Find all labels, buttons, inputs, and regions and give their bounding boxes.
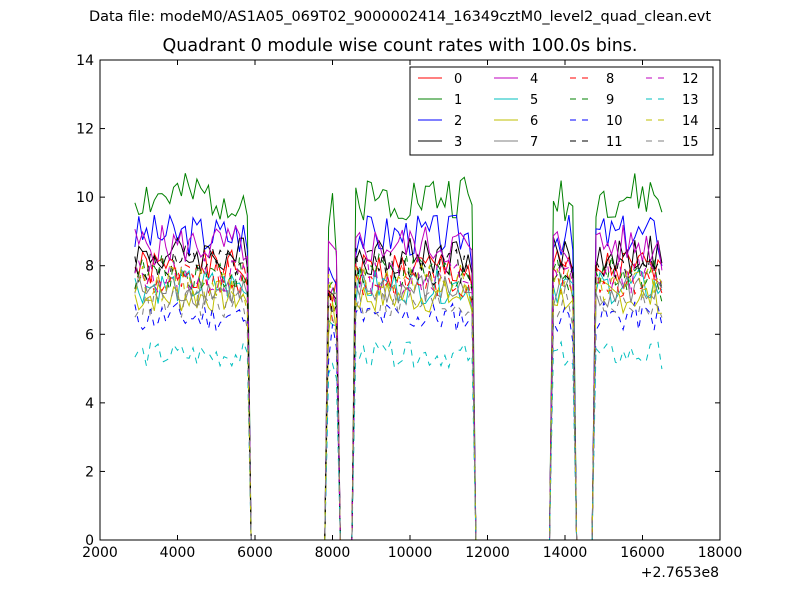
legend-label-9: 9 bbox=[606, 93, 614, 108]
legend-label-4: 4 bbox=[530, 72, 538, 87]
y-tick-label: 4 bbox=[85, 396, 94, 412]
y-tick-label: 14 bbox=[76, 53, 94, 69]
x-tick-label: 16000 bbox=[620, 545, 665, 561]
y-tick-label: 10 bbox=[76, 190, 94, 206]
legend-label-5: 5 bbox=[530, 93, 538, 108]
figure-suptitle: Data file: modeM0/AS1A05_069T02_90000024… bbox=[88, 9, 712, 25]
series-line-15 bbox=[134, 286, 663, 541]
y-tick-label: 12 bbox=[76, 122, 94, 138]
legend-box bbox=[409, 66, 714, 156]
series-line-1 bbox=[134, 173, 663, 541]
legend-label-11: 11 bbox=[606, 135, 623, 150]
legend-label-3: 3 bbox=[454, 135, 462, 150]
x-tick-label: 12000 bbox=[465, 545, 510, 561]
x-tick-label: 4000 bbox=[160, 545, 196, 561]
legend-label-8: 8 bbox=[606, 72, 614, 87]
legend-label-15: 15 bbox=[682, 135, 699, 150]
y-tick-label: 8 bbox=[85, 259, 94, 275]
x-tick-label: 14000 bbox=[543, 545, 588, 561]
x-tick-label: 8000 bbox=[315, 545, 351, 561]
series-line-11 bbox=[134, 245, 663, 541]
legend-label-7: 7 bbox=[530, 135, 538, 150]
series-line-13 bbox=[134, 340, 663, 541]
series-line-12 bbox=[134, 258, 663, 541]
series-line-14 bbox=[134, 263, 663, 541]
legend-label-0: 0 bbox=[454, 72, 462, 87]
x-tick-label: 2000 bbox=[82, 545, 118, 561]
x-tick-label: 10000 bbox=[388, 545, 433, 561]
x-tick-label: 18000 bbox=[698, 545, 743, 561]
legend-label-12: 12 bbox=[682, 72, 699, 87]
series-layer bbox=[134, 173, 663, 541]
series-line-5 bbox=[134, 268, 663, 541]
series-line-6 bbox=[134, 279, 662, 541]
legend-label-10: 10 bbox=[606, 114, 623, 129]
legend-label-14: 14 bbox=[682, 114, 699, 129]
legend-label-13: 13 bbox=[682, 93, 699, 108]
series-line-2 bbox=[134, 213, 663, 541]
x-tick-label: 6000 bbox=[237, 545, 273, 561]
series-line-10 bbox=[134, 301, 663, 541]
y-tick-label: 2 bbox=[85, 464, 94, 480]
ticks-layer: 2000 4000 6000 8000 10000 12000 14000 16000 1800… bbox=[76, 53, 742, 561]
legend-label-6: 6 bbox=[530, 114, 538, 129]
y-tick-label: 0 bbox=[85, 533, 94, 549]
legend-label-2: 2 bbox=[454, 114, 462, 129]
x-axis-offset-label: +2.7653e8 bbox=[641, 565, 719, 581]
legend-label-1: 1 bbox=[454, 93, 462, 108]
y-tick-label: 6 bbox=[85, 327, 94, 343]
chart-title: Quadrant 0 module wise count rates with … bbox=[162, 36, 638, 56]
